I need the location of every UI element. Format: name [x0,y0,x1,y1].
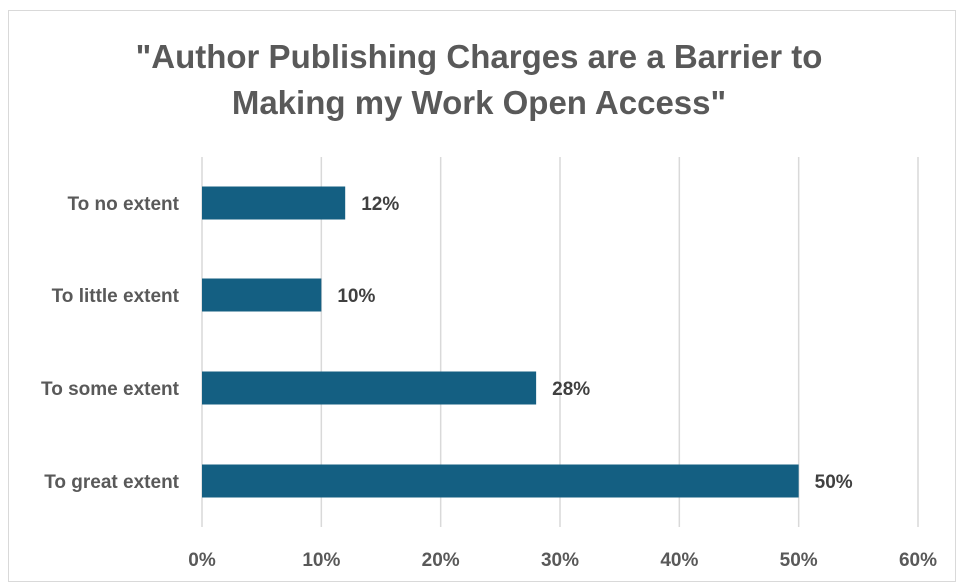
chart-title-line-2: Making my Work Open Access" [231,84,727,121]
category-label: To little extent [52,286,180,307]
x-tick-label: 40% [660,550,698,571]
chart-title: "Author Publishing Charges are a Barrier… [0,34,958,126]
data-label: 50% [815,472,853,493]
category-label: To some extent [41,379,180,400]
x-axis-tick-labels: 0% 10% 20% 30% 40% 50% 60% [188,550,937,571]
data-labels: 12% 10% 28% 50% [337,194,852,493]
bar [202,464,799,498]
x-tick-label: 30% [541,550,579,571]
data-label: 10% [337,286,375,307]
x-tick-label: 60% [899,550,937,571]
bar [202,278,322,312]
x-tick-label: 0% [188,550,216,571]
chart-title-line-1: "Author Publishing Charges are a Barrier… [135,38,823,75]
data-label: 28% [552,379,590,400]
category-label: To great extent [44,472,179,493]
bar [202,371,537,405]
bar [202,186,346,220]
x-tick-label: 10% [302,550,340,571]
x-tick-label: 50% [780,550,818,571]
category-label: To no extent [67,194,179,215]
x-tick-label: 20% [422,550,460,571]
category-labels: To no extent To little extent To some exte… [41,194,180,493]
data-label: 12% [361,194,399,215]
bars [202,186,799,498]
